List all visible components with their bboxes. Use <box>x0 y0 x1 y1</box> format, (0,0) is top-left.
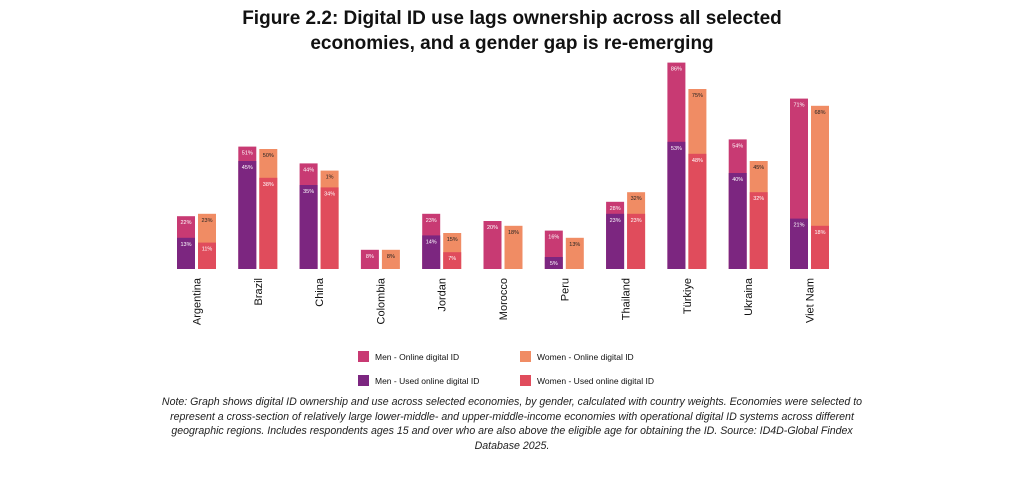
argentina-men-online-label: 22% <box>180 220 191 226</box>
ukraina-women-online-label: 45% <box>753 165 764 171</box>
argentina-women-online-label: 23% <box>201 218 212 224</box>
thailand-men-used-bar <box>606 213 625 269</box>
tu-rkiye-women-online-label: 75% <box>692 93 703 99</box>
brazil-women-used-label: 38% <box>263 182 274 188</box>
legend-women-used-label: Women - Used online digital ID <box>537 376 654 386</box>
brazil-men-used-bar <box>238 161 257 269</box>
legend-men-used-swatch <box>358 375 369 386</box>
argentina-women-used-label: 11% <box>202 247 213 253</box>
jordan-men-used-label: 14% <box>426 239 437 245</box>
category-label-morocco: Morocco <box>498 278 510 320</box>
ukraina-men-used-label: 40% <box>732 177 743 183</box>
category-label-china: China <box>314 277 326 307</box>
tu-rkiye-men-used-bar <box>667 141 686 269</box>
china-men-used-label: 35% <box>303 189 314 195</box>
chart-title-line-1: Figure 2.2: Digital ID use lags ownershi… <box>242 8 782 29</box>
colombia-women-online-label: 8% <box>387 254 395 260</box>
peru-men-used-bar <box>544 257 563 269</box>
morocco-men-online-bar <box>483 221 502 269</box>
category-label-thailand: Thailand <box>621 278 633 320</box>
category-label-tu-rkiye: Türkiye <box>682 278 694 314</box>
tu-rkiye-men-used-label: 53% <box>671 146 682 152</box>
jordan-men-used-bar <box>422 235 441 269</box>
category-label-peru: Peru <box>559 278 571 301</box>
viet-nam-men-used-bar <box>790 218 808 269</box>
thailand-women-used-bar <box>627 213 646 269</box>
brazil-women-online-label: 50% <box>263 153 274 159</box>
colombia-men-online-label: 8% <box>366 254 374 260</box>
jordan-women-used-label: 7% <box>448 256 456 262</box>
legend-men-online-label: Men - Online digital ID <box>375 352 459 362</box>
chart-title: Figure 2.2: Digital ID use lags ownershi… <box>0 6 1024 56</box>
tu-rkiye-women-used-label: 48% <box>692 158 703 164</box>
china-women-online-label: 1% <box>326 175 334 181</box>
category-label-brazil: Brazil <box>253 278 265 306</box>
thailand-men-used-label: 23% <box>610 218 621 224</box>
peru-men-online-label: 16% <box>548 235 559 241</box>
china-women-used-label: 34% <box>324 191 335 197</box>
ukraina-men-online-label: 54% <box>732 143 743 149</box>
peru-women-online-label: 13% <box>569 242 580 248</box>
tu-rkiye-men-online-label: 86% <box>671 67 682 73</box>
argentina-women-used-bar <box>198 242 216 269</box>
legend-women-online-swatch <box>520 351 531 362</box>
china-men-online-label: 44% <box>303 167 314 173</box>
ukraina-men-used-bar <box>728 173 747 269</box>
chart-title-line-2: economies, and a gender gap is re-emergi… <box>310 33 714 54</box>
morocco-men-online-label: 20% <box>487 225 498 231</box>
tu-rkiye-women-used-bar <box>688 153 707 269</box>
argentina-men-used-bar <box>177 237 195 269</box>
peru-women-online-bar <box>565 237 584 269</box>
jordan-men-online-label: 23% <box>426 218 437 224</box>
category-label-colombia: Colombia <box>375 277 387 324</box>
viet-nam-women-used-label: 18% <box>814 230 825 236</box>
thailand-women-used-label: 23% <box>631 218 642 224</box>
category-label-viet-nam: Viet Nam <box>805 278 817 323</box>
brazil-women-used-bar <box>259 177 278 269</box>
legend-women-online-label: Women - Online digital ID <box>537 352 634 362</box>
viet-nam-women-online-label: 68% <box>814 110 825 116</box>
china-men-used-bar <box>299 185 318 269</box>
ukraina-women-used-bar <box>749 192 768 269</box>
category-labels: Argentina Brazil China Colombia Jordan Morocc… <box>192 277 817 325</box>
viet-nam-men-online-label: 71% <box>793 103 804 109</box>
viet-nam-men-used-label: 21% <box>793 223 804 229</box>
colombia-men-online-bar <box>360 249 379 269</box>
legend-men-online-swatch <box>358 351 369 362</box>
brazil-men-online-label: 51% <box>242 151 253 157</box>
legend-women-used-swatch <box>520 375 531 386</box>
legend-men-used-label: Men - Used online digital ID <box>375 376 479 386</box>
jordan-women-online-label: 15% <box>447 237 458 243</box>
morocco-women-online-label: 18% <box>508 230 519 236</box>
category-label-ukraina: Ukraina <box>743 277 755 316</box>
ukraina-women-used-label: 32% <box>753 196 764 202</box>
category-label-argentina: Argentina <box>192 277 204 325</box>
chart-note: Note: Graph shows digital ID ownership a… <box>161 396 863 452</box>
china-women-used-bar <box>320 187 339 269</box>
argentina-men-used-label: 13% <box>180 242 191 248</box>
thailand-women-online-label: 32% <box>631 196 642 202</box>
bar-group: 13% 22% 11% 23% 45% 51% 38% 50% 35% 44% 34% 1% 8% 8% 1… <box>177 62 829 269</box>
legend: Men - Online digital ID Women - Online di… <box>358 351 654 386</box>
category-label-jordan: Jordan <box>437 278 449 312</box>
thailand-men-online-label: 28% <box>610 206 621 212</box>
colombia-women-online-bar <box>381 249 400 269</box>
viet-nam-women-used-bar <box>811 225 829 269</box>
morocco-women-online-bar <box>504 225 523 269</box>
jordan-women-used-bar <box>443 252 462 269</box>
brazil-men-used-label: 45% <box>242 165 253 171</box>
peru-men-used-label: 5% <box>550 261 558 267</box>
